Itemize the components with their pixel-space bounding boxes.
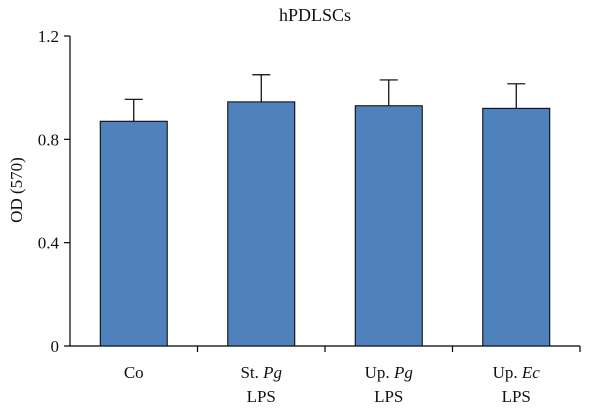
chart-title: hPDLSCs [279, 5, 351, 25]
x-tick-label: Up. Ec [493, 363, 541, 382]
bar [227, 101, 296, 347]
x-tick-label-line2: LPS [502, 387, 531, 406]
bar [354, 105, 423, 347]
y-tick-label: 1.2 [38, 27, 59, 46]
x-tick-label: Up. Pg [365, 363, 413, 382]
x-tick-label: St. Pg [240, 363, 282, 382]
bar [99, 120, 168, 347]
y-tick-label: 0.8 [38, 130, 59, 149]
bar [482, 107, 551, 347]
y-tick-label: 0.4 [38, 234, 60, 253]
x-tick-label-line2: LPS [374, 387, 403, 406]
y-tick-label: 0 [51, 337, 60, 356]
plot-area: 0 0.4 0.8 1.2 Co St. Pg LPS Up. Pg LPS Up. Ec LPS [38, 27, 581, 406]
x-tick-label: Co [124, 363, 144, 382]
x-tick-label-line2: LPS [247, 387, 276, 406]
y-axis-label: OD (570) [7, 157, 26, 223]
